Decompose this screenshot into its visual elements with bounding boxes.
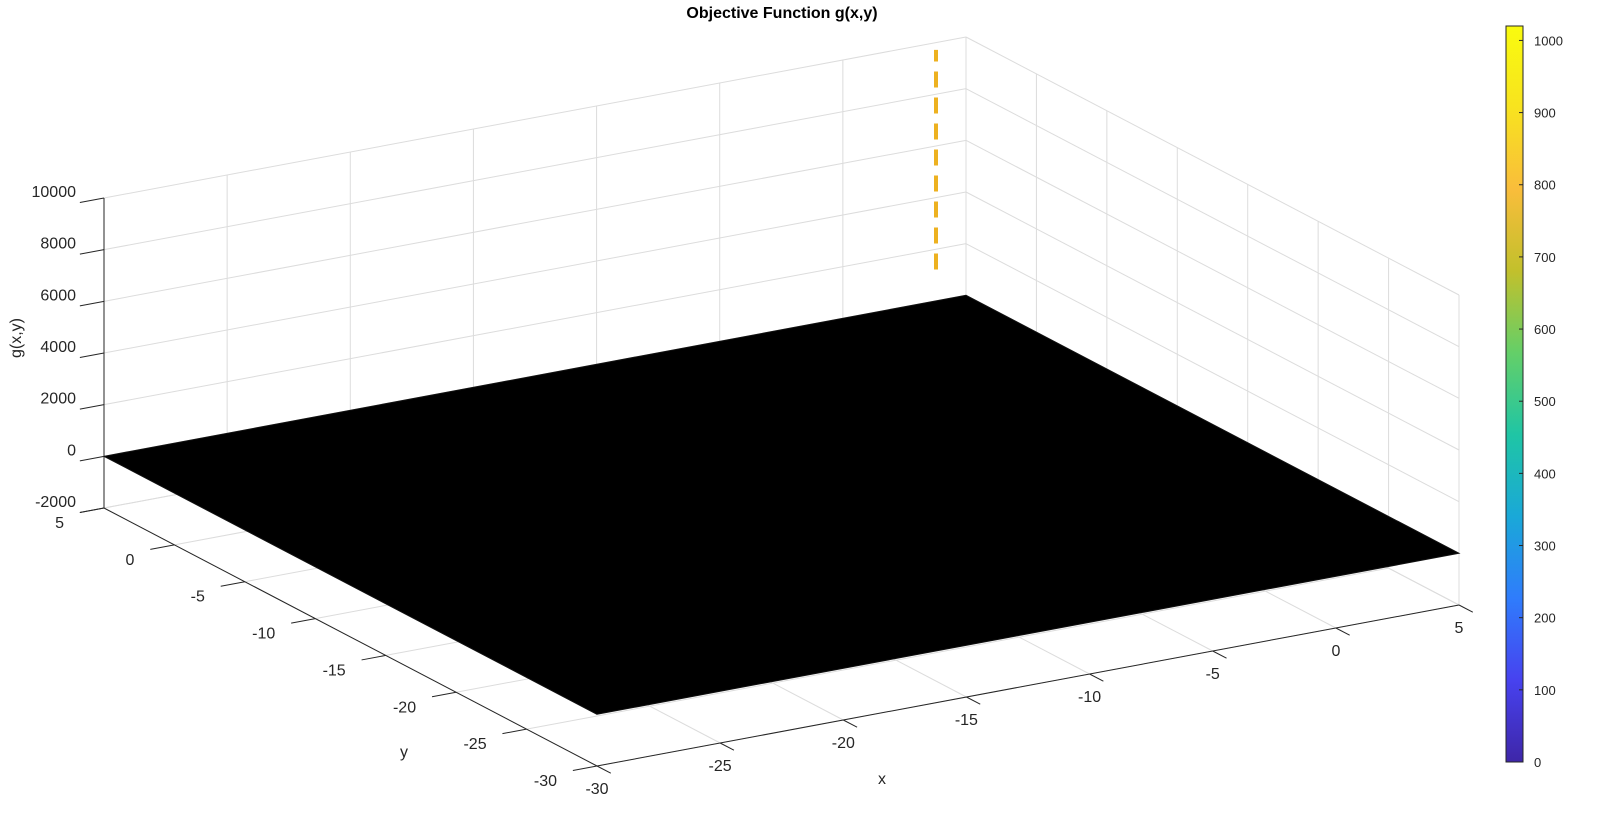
tick-labels: -30 -25 -20 -15 -10 -5 0 5 -30 -25 -20 -15 -10 -5 0 5 -2… [32, 184, 1474, 798]
y-tick-label: -15 [323, 662, 346, 679]
z-tick-mark [79, 404, 105, 410]
colorbar-tick-label: 900 [1534, 106, 1556, 121]
y-tick-mark [572, 765, 598, 771]
x-tick-label: -30 [585, 781, 608, 798]
z-tick-mark [79, 197, 105, 203]
colorbar-tick-label: 600 [1534, 322, 1556, 337]
colorbar-gradient [1505, 25, 1524, 763]
z-tick-label: 10000 [32, 184, 77, 201]
x-tick-label: -15 [955, 712, 978, 729]
grid-line [965, 36, 1460, 296]
y-tick-label: -30 [534, 773, 557, 790]
z-tick-mark [79, 352, 105, 358]
y-tick-label: 0 [125, 552, 134, 569]
y-tick-label: -25 [463, 736, 486, 753]
y-tick-label: -5 [191, 589, 205, 606]
y-tick-label: 5 [55, 515, 64, 532]
colorbar-tick-label: 500 [1534, 394, 1556, 409]
z-tick-label: 2000 [40, 391, 76, 408]
colorbar-tick-label: 300 [1534, 539, 1556, 554]
y-axis-line [103, 507, 598, 767]
x-tick-mark [843, 719, 858, 728]
y-axis-title: y [400, 744, 408, 761]
x-tick-label: 5 [1455, 620, 1464, 637]
grid-line [103, 191, 967, 354]
z-tick-mark [79, 300, 105, 307]
colorbar-tick-label: 400 [1534, 466, 1556, 481]
chart-title: Objective Function g(x,y) [686, 5, 877, 22]
y-tick-mark [431, 691, 457, 698]
z-tick-mark [79, 507, 105, 513]
grid-line [103, 36, 967, 199]
grid-line [103, 139, 967, 302]
surface-patch [102, 294, 1461, 715]
grid-line [965, 243, 1460, 503]
y-tick-mark [150, 544, 175, 550]
surface-layer [102, 294, 1461, 715]
x-tick-label: -5 [1206, 666, 1220, 683]
x-tick-mark [1089, 673, 1104, 682]
x-tick-mark [596, 765, 612, 774]
z-tick-mark [79, 455, 105, 462]
colorbar-tick-label: 100 [1534, 683, 1556, 698]
z-tick-mark [79, 249, 105, 255]
grid-line [526, 567, 1389, 730]
x-tick-mark [1335, 627, 1350, 636]
colorbar-tick-label: 1000 [1534, 33, 1563, 48]
grid-line [965, 139, 1460, 399]
colorbar-tick-label: 800 [1534, 178, 1556, 193]
colorbar-tick-label: 0 [1534, 755, 1541, 770]
x-tick-mark [1212, 650, 1227, 659]
y-tick-label: -10 [252, 626, 275, 643]
y-tick-mark [220, 581, 245, 587]
x-axis-line [596, 604, 1460, 767]
colorbar[interactable]: 0 100 200 300 400 500 600 700 800 900 1000 [1505, 25, 1563, 770]
colorbar-tick-label: 700 [1534, 250, 1556, 265]
x-tick-label: -20 [832, 735, 855, 752]
z-tick-label: 8000 [40, 236, 76, 253]
grid-line [103, 243, 967, 406]
grid-line [965, 88, 1460, 348]
z-tick-label: 4000 [40, 339, 76, 356]
x-tick-label: -25 [709, 758, 732, 775]
y-tick-mark [361, 654, 386, 661]
x-tick-mark [1458, 604, 1474, 613]
y-tick-mark [291, 618, 316, 624]
z-axis-title: g(x,y) [8, 318, 25, 358]
y-tick-label: -20 [393, 699, 416, 716]
x-tick-label: -10 [1078, 689, 1101, 706]
grid-line [965, 191, 1460, 451]
y-tick-mark [502, 728, 527, 735]
z-tick-label: 0 [67, 442, 76, 459]
x-tick-label: 0 [1331, 643, 1340, 660]
z-tick-label: -2000 [35, 494, 76, 511]
x-axis-title: x [878, 771, 886, 788]
grid-line [103, 88, 967, 251]
x-tick-mark [719, 742, 735, 751]
x-tick-mark [966, 696, 981, 705]
z-tick-label: 6000 [40, 287, 76, 304]
colorbar-tick-label: 200 [1534, 611, 1556, 626]
